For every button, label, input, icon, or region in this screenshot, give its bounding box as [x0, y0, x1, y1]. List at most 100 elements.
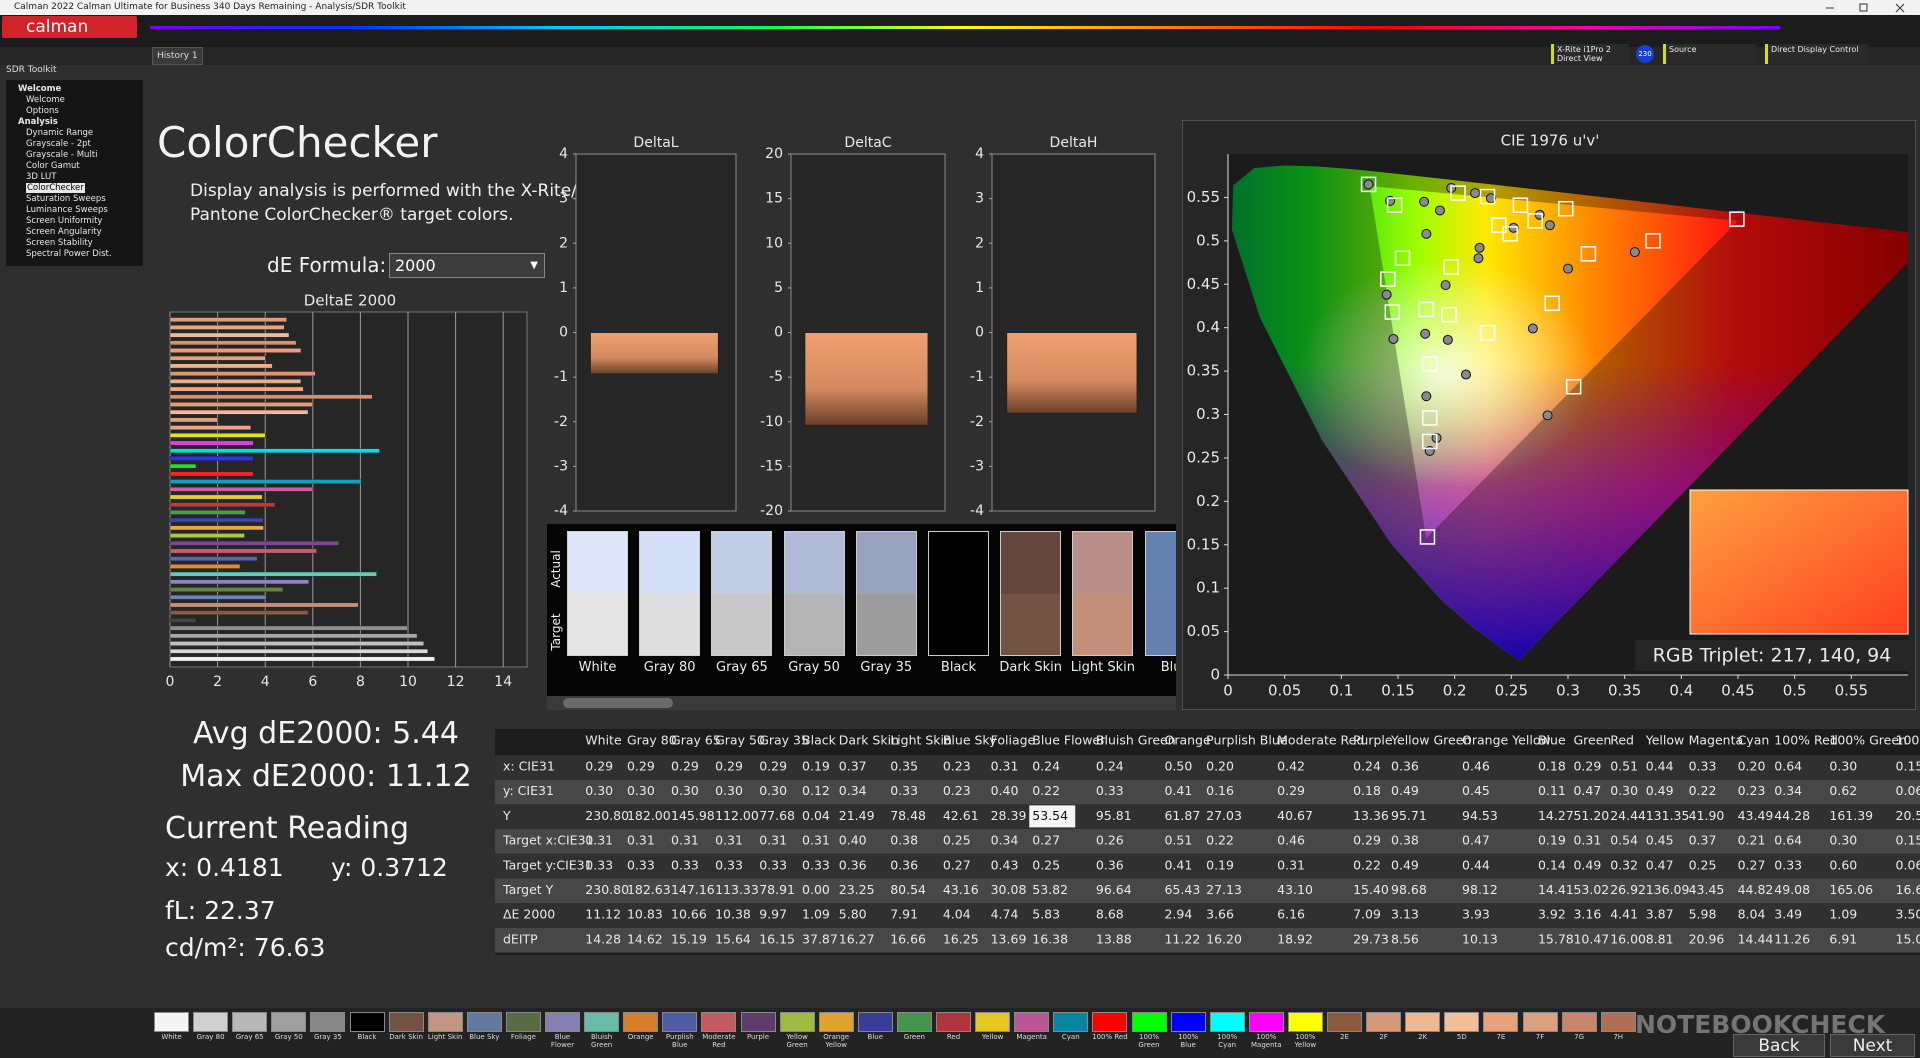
tree-item[interactable]: 3D LUT [26, 172, 57, 182]
target-point [1441, 306, 1457, 323]
swatch-button[interactable]: Gray 50 [270, 1012, 307, 1042]
swatch-label: 2E [1340, 1033, 1349, 1041]
tree-item[interactable]: Options [26, 106, 59, 116]
tree-item[interactable]: ColorChecker [26, 183, 85, 193]
swatch-button[interactable]: Magenta [1013, 1012, 1050, 1042]
scrollbar[interactable] [547, 696, 1176, 710]
swatch-button[interactable]: Black [349, 1012, 386, 1042]
swatch-button[interactable]: Purple [740, 1012, 777, 1042]
swatch-button[interactable]: Gray 65 [231, 1012, 268, 1042]
target-point [1450, 185, 1466, 201]
swatch-button[interactable]: Blue Sky [466, 1012, 503, 1042]
bar [169, 517, 264, 523]
swatch-button[interactable]: 7F [1522, 1012, 1559, 1042]
swatch-button[interactable]: Blue [857, 1012, 894, 1042]
target-point [1479, 188, 1496, 205]
bar [169, 510, 246, 515]
cell: 0.33 [627, 857, 655, 872]
swatch-label: 100% Yellow [1294, 1033, 1317, 1049]
cell: 0.62 [1829, 783, 1857, 798]
cell: 0.22 [1032, 783, 1060, 798]
swatch-button[interactable]: 7E [1482, 1012, 1519, 1042]
swatch-button[interactable]: 100% Red [1091, 1012, 1128, 1042]
swatch-button[interactable]: 2E [1326, 1012, 1363, 1042]
tree-item[interactable]: Grayscale - Multi [26, 150, 98, 160]
target-point [1580, 246, 1597, 262]
swatch-button[interactable]: 100% Green [1131, 1012, 1168, 1049]
logo[interactable]: calman [2, 16, 137, 38]
cell: 27.03 [1206, 808, 1242, 823]
column-header: Orange Yellow [1462, 733, 1551, 748]
cell: 0.29 [1573, 759, 1601, 774]
formula-select[interactable]: 2000 ▼ [389, 253, 545, 278]
tree-item[interactable]: Screen Angularity [26, 227, 102, 237]
source-select[interactable]: Source [1663, 44, 1756, 64]
swatch-button[interactable]: 100% Blue [1170, 1012, 1207, 1049]
tree-group[interactable]: Welcome [18, 84, 62, 94]
tree-item[interactable]: Luminance Sweeps [26, 205, 108, 215]
swatch-button[interactable]: Light Skin [427, 1012, 464, 1042]
tree-item[interactable]: Color Gamut [26, 161, 80, 171]
tree-item[interactable]: Spectral Power Dist. [26, 249, 112, 259]
swatch-button[interactable]: 5D [1443, 1012, 1480, 1042]
tree-group[interactable]: Analysis [18, 117, 58, 127]
cell: 2.94 [1164, 907, 1192, 922]
tree-item[interactable]: Grayscale - 2pt [26, 139, 91, 149]
window-controls[interactable] [1820, 2, 1916, 13]
swatch-button[interactable]: 7H [1600, 1012, 1637, 1042]
meter-select[interactable]: X-Rite i1Pro 2 Direct View [1551, 44, 1629, 64]
tab[interactable]: History 1 [152, 47, 203, 65]
y-tick-label: 4 [975, 146, 984, 162]
cell: 9.97 [759, 907, 787, 922]
swatch-label: Gray 80 [643, 660, 696, 675]
swatch-label: 7E [1496, 1033, 1506, 1041]
swatch-button[interactable]: 2K [1404, 1012, 1441, 1042]
swatch-button[interactable]: Yellow [974, 1012, 1011, 1042]
column-header: 100% [1896, 733, 1920, 748]
cell: 0.19 [802, 759, 830, 774]
bar [169, 494, 263, 500]
swatch-button[interactable]: Gray 35 [309, 1012, 346, 1042]
y-tick-label: 15 [765, 191, 783, 207]
swatch-button[interactable]: Red [935, 1012, 972, 1042]
swatch-button[interactable]: Dark Skin [388, 1012, 425, 1042]
close[interactable] [1895, 3, 1905, 13]
swatch-button[interactable]: Green [896, 1012, 933, 1042]
cell: 0.25 [1689, 857, 1717, 872]
swatch-button[interactable]: Orange Yellow [818, 1012, 855, 1049]
back-button[interactable]: Back [1733, 1034, 1825, 1057]
tree-item[interactable]: Screen Stability [26, 238, 93, 248]
swatch-button[interactable]: 100% Cyan [1209, 1012, 1246, 1049]
swatch-button[interactable]: Moderate Red [700, 1012, 737, 1049]
display-select[interactable]: Direct Display Control [1765, 44, 1868, 64]
swatch-button[interactable]: White [153, 1012, 190, 1042]
tree-item[interactable]: Dynamic Range [26, 128, 94, 138]
target-swatch [928, 594, 989, 656]
scroll-thumb[interactable] [563, 698, 673, 708]
next-button[interactable]: Next [1830, 1034, 1915, 1057]
swatch-button[interactable]: Purplish Blue [661, 1012, 698, 1049]
cell: 0.30 [585, 783, 613, 798]
swatch-button[interactable]: Blue Flower [544, 1012, 581, 1049]
swatch-button[interactable]: Cyan [1052, 1012, 1089, 1042]
tree-item[interactable]: Saturation Sweeps [26, 194, 106, 204]
cell: 0.30 [1829, 759, 1857, 774]
swatch-button[interactable]: Orange [622, 1012, 659, 1042]
swatch-button[interactable]: 100% Yellow [1287, 1012, 1324, 1049]
swatch-button[interactable]: Yellow Green [779, 1012, 816, 1049]
swatch-button[interactable]: 7G [1561, 1012, 1598, 1042]
swatch-button[interactable]: 100% Magenta [1248, 1012, 1285, 1049]
swatch-button[interactable]: Bluish Green [583, 1012, 620, 1049]
maximize[interactable] [1859, 3, 1868, 12]
swatch-button[interactable]: Foliage [505, 1012, 542, 1042]
swatch-button[interactable]: Gray 80 [192, 1012, 229, 1042]
tree-item[interactable]: Screen Uniformity [26, 216, 103, 226]
cell: 0.12 [802, 783, 830, 798]
cell: 43.10 [1277, 882, 1313, 897]
cell: 0.25 [943, 833, 971, 848]
cell: 0.42 [1277, 759, 1305, 774]
tree-item[interactable]: Welcome [26, 95, 65, 105]
swatch-button[interactable]: 2F [1365, 1012, 1402, 1042]
cell: 15.64 [715, 931, 751, 946]
cell: 10.66 [671, 907, 707, 922]
